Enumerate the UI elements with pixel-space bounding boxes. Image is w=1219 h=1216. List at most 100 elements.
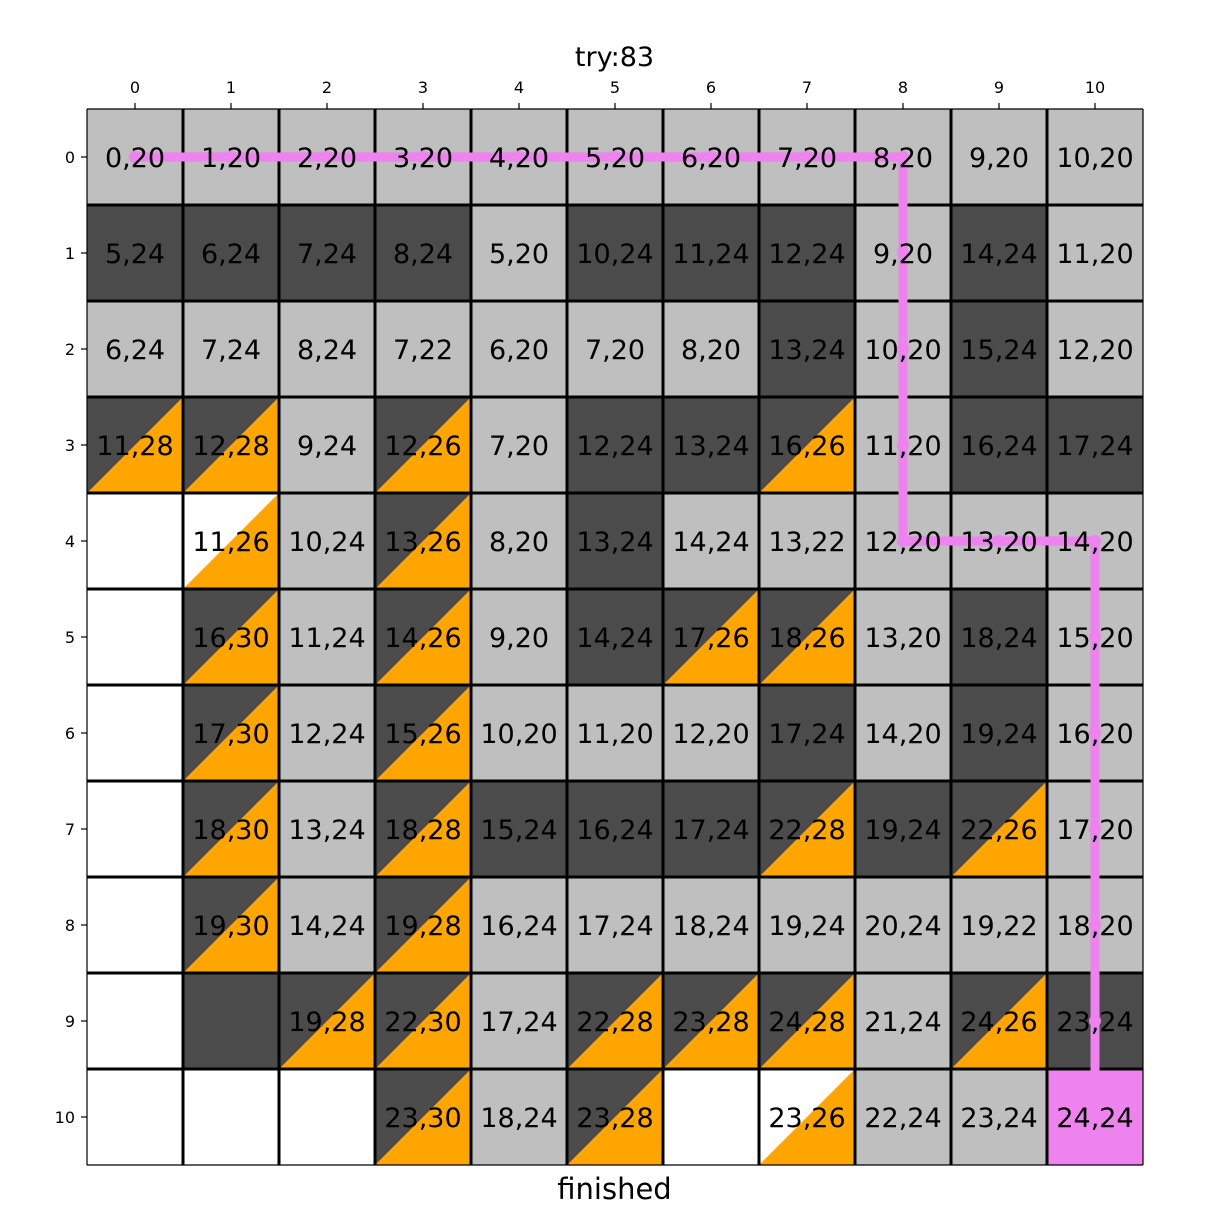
cell-background: [663, 493, 759, 589]
cell-background: [951, 877, 1047, 973]
cell-label: 12,20: [672, 719, 749, 750]
cell-background: [471, 397, 567, 493]
orange-corner-marker: [375, 589, 471, 685]
row-tick-label: 8: [65, 916, 75, 935]
orange-corner-marker: [87, 397, 183, 493]
board-cell: [375, 397, 471, 493]
status-text: finished: [557, 1172, 672, 1206]
board-cell: [183, 493, 279, 589]
board-cell: [471, 493, 567, 589]
orange-corner-marker: [183, 589, 279, 685]
board-cell: [183, 589, 279, 685]
col-tick-label: 10: [1085, 78, 1105, 97]
cell-background: [87, 685, 183, 781]
cell-background: [567, 397, 663, 493]
cell-label: 5,24: [105, 239, 165, 270]
board-cell: [375, 781, 471, 877]
path-node: [321, 151, 333, 163]
cell-background: [471, 973, 567, 1069]
cell-label: 11,20: [864, 431, 941, 462]
board-cell: [567, 781, 663, 877]
cell-label: 17,30: [192, 719, 269, 750]
path-node: [225, 151, 237, 163]
cell-background: [279, 493, 375, 589]
orange-corner-marker: [375, 973, 471, 1069]
cell-label: 7,24: [297, 239, 357, 270]
path-node: [1089, 727, 1101, 739]
board-cell: [279, 589, 375, 685]
cell-label: 17,24: [768, 719, 845, 750]
board-cell: [567, 493, 663, 589]
path-node: [609, 151, 621, 163]
cell-label: 7,20: [585, 335, 645, 366]
cell-background: [471, 877, 567, 973]
cell-background: [87, 493, 183, 589]
board-cell: [567, 397, 663, 493]
cell-background: [183, 973, 279, 1069]
cell-label: 18,24: [672, 911, 749, 942]
board-cell: [1047, 397, 1143, 493]
cell-label: 5,20: [585, 143, 645, 174]
orange-corner-marker: [663, 973, 759, 1069]
board-cell: [279, 877, 375, 973]
board-cell: [663, 301, 759, 397]
cell-label: 7,20: [777, 143, 837, 174]
cell-background: [759, 685, 855, 781]
cell-background: [87, 781, 183, 877]
cell-label: 18,26: [768, 623, 845, 654]
cell-background: [279, 685, 375, 781]
cell-background: [471, 301, 567, 397]
cell-label: 8,20: [681, 335, 741, 366]
cell-background: [375, 301, 471, 397]
cell-background: [951, 205, 1047, 301]
cell-label: 13,24: [576, 527, 653, 558]
row-tick-label: 7: [65, 820, 75, 839]
orange-corner-marker: [567, 973, 663, 1069]
cell-background: [663, 397, 759, 493]
cell-background: [663, 301, 759, 397]
cell-label: 8,20: [873, 143, 933, 174]
cell-label: 12,28: [192, 431, 269, 462]
board-cell: [279, 397, 375, 493]
cell-label: 0,20: [105, 143, 165, 174]
orange-corner-marker: [759, 589, 855, 685]
cell-label: 10,24: [288, 527, 365, 558]
board-cell: [663, 781, 759, 877]
board-cell: [471, 301, 567, 397]
board-cell: [951, 685, 1047, 781]
cell-background: [87, 205, 183, 301]
cell-background: [1047, 109, 1143, 205]
path-node: [513, 151, 525, 163]
cells-layer: [87, 109, 1143, 1165]
cell-label: 24,28: [768, 1007, 845, 1038]
board-cell: [567, 589, 663, 685]
cell-label: 19,22: [960, 911, 1037, 942]
path-node: [993, 535, 1005, 547]
cell-label: 19,24: [960, 719, 1037, 750]
cell-label: 12,20: [1056, 335, 1133, 366]
cell-label: 7,20: [489, 431, 549, 462]
cell-label: 5,20: [489, 239, 549, 270]
orange-corner-marker: [663, 589, 759, 685]
cell-label: 19,30: [192, 911, 269, 942]
col-tick-label: 7: [802, 78, 812, 97]
board-cell: [471, 685, 567, 781]
cell-background: [183, 205, 279, 301]
board-cell: [87, 1069, 183, 1165]
board-cell: [759, 493, 855, 589]
cell-label: 10,24: [576, 239, 653, 270]
cell-label: 16,26: [768, 431, 845, 462]
path-layer: [129, 151, 1101, 1117]
cell-background: [279, 397, 375, 493]
cell-background: [759, 493, 855, 589]
col-tick-label: 1: [226, 78, 236, 97]
board-cell: [855, 973, 951, 1069]
board-cell: [471, 781, 567, 877]
cell-label: 10,20: [1056, 143, 1133, 174]
cell-label: 13,20: [864, 623, 941, 654]
path-node: [801, 151, 813, 163]
cell-label: 3,20: [393, 143, 453, 174]
board-cell: [663, 589, 759, 685]
cell-label: 18,20: [1056, 911, 1133, 942]
